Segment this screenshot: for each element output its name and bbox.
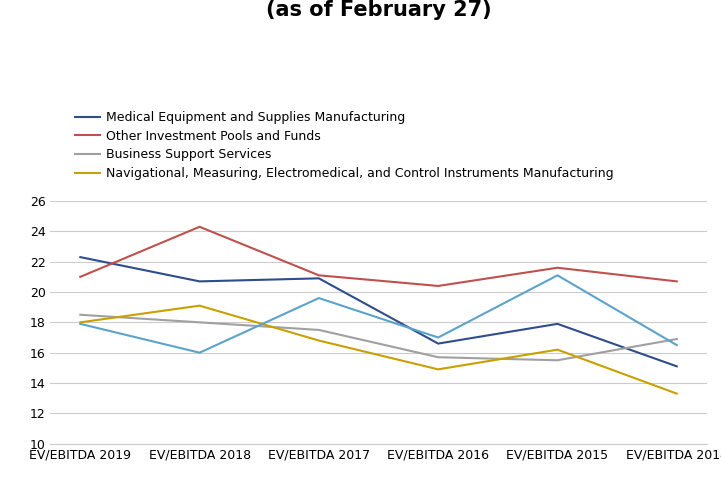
Business Support Services [314,327,323,333]
Other Investment Pools and Funds [314,272,323,278]
Professional, Scientific, and Technical Services [434,335,443,341]
Professional, Scientific, and Technical Services [76,321,84,327]
Other Investment Pools and Funds [434,283,443,289]
Navigational, Measuring, Electromedical, and Control Instruments Manufacturing [314,338,323,344]
Business Support Services [434,354,443,360]
Professional, Scientific, and Technical Services [673,342,681,348]
Medical Equipment and Supplies Manufacturing [76,254,84,260]
Medical Equipment and Supplies Manufacturing [673,363,681,369]
Other Investment Pools and Funds [673,279,681,284]
Business Support Services [76,312,84,317]
Other Investment Pools and Funds [195,224,204,230]
Navigational, Measuring, Electromedical, and Control Instruments Manufacturing [434,366,443,372]
Line: Navigational, Measuring, Electromedical, and Control Instruments Manufacturing: Navigational, Measuring, Electromedical,… [80,306,677,393]
Other Investment Pools and Funds [76,274,84,280]
Navigational, Measuring, Electromedical, and Control Instruments Manufacturing [76,319,84,325]
Medical Equipment and Supplies Manufacturing [553,321,562,327]
Navigational, Measuring, Electromedical, and Control Instruments Manufacturing [673,390,681,396]
Professional, Scientific, and Technical Services [314,295,323,301]
Professional, Scientific, and Technical Services [553,272,562,278]
Business Support Services [673,336,681,342]
Navigational, Measuring, Electromedical, and Control Instruments Manufacturing [553,347,562,352]
Medical Equipment and Supplies Manufacturing [314,276,323,282]
Line: Other Investment Pools and Funds: Other Investment Pools and Funds [80,227,677,286]
Line: Medical Equipment and Supplies Manufacturing: Medical Equipment and Supplies Manufactu… [80,257,677,366]
Line: Professional, Scientific, and Technical Services: Professional, Scientific, and Technical … [80,275,677,352]
Medical Equipment and Supplies Manufacturing [434,341,443,347]
Line: Business Support Services: Business Support Services [80,315,677,360]
Professional, Scientific, and Technical Services [195,350,204,355]
Other Investment Pools and Funds [553,265,562,271]
Legend: Medical Equipment and Supplies Manufacturing, Other Investment Pools and Funds, : Medical Equipment and Supplies Manufactu… [70,106,619,204]
Business Support Services [195,319,204,325]
Title: The 5 Highest Enterprise Multiple Sectors 2014 to 2019
(as of February 27): The 5 Highest Enterprise Multiple Sector… [50,0,707,20]
Navigational, Measuring, Electromedical, and Control Instruments Manufacturing [195,303,204,309]
Medical Equipment and Supplies Manufacturing [195,279,204,284]
Business Support Services [553,357,562,363]
